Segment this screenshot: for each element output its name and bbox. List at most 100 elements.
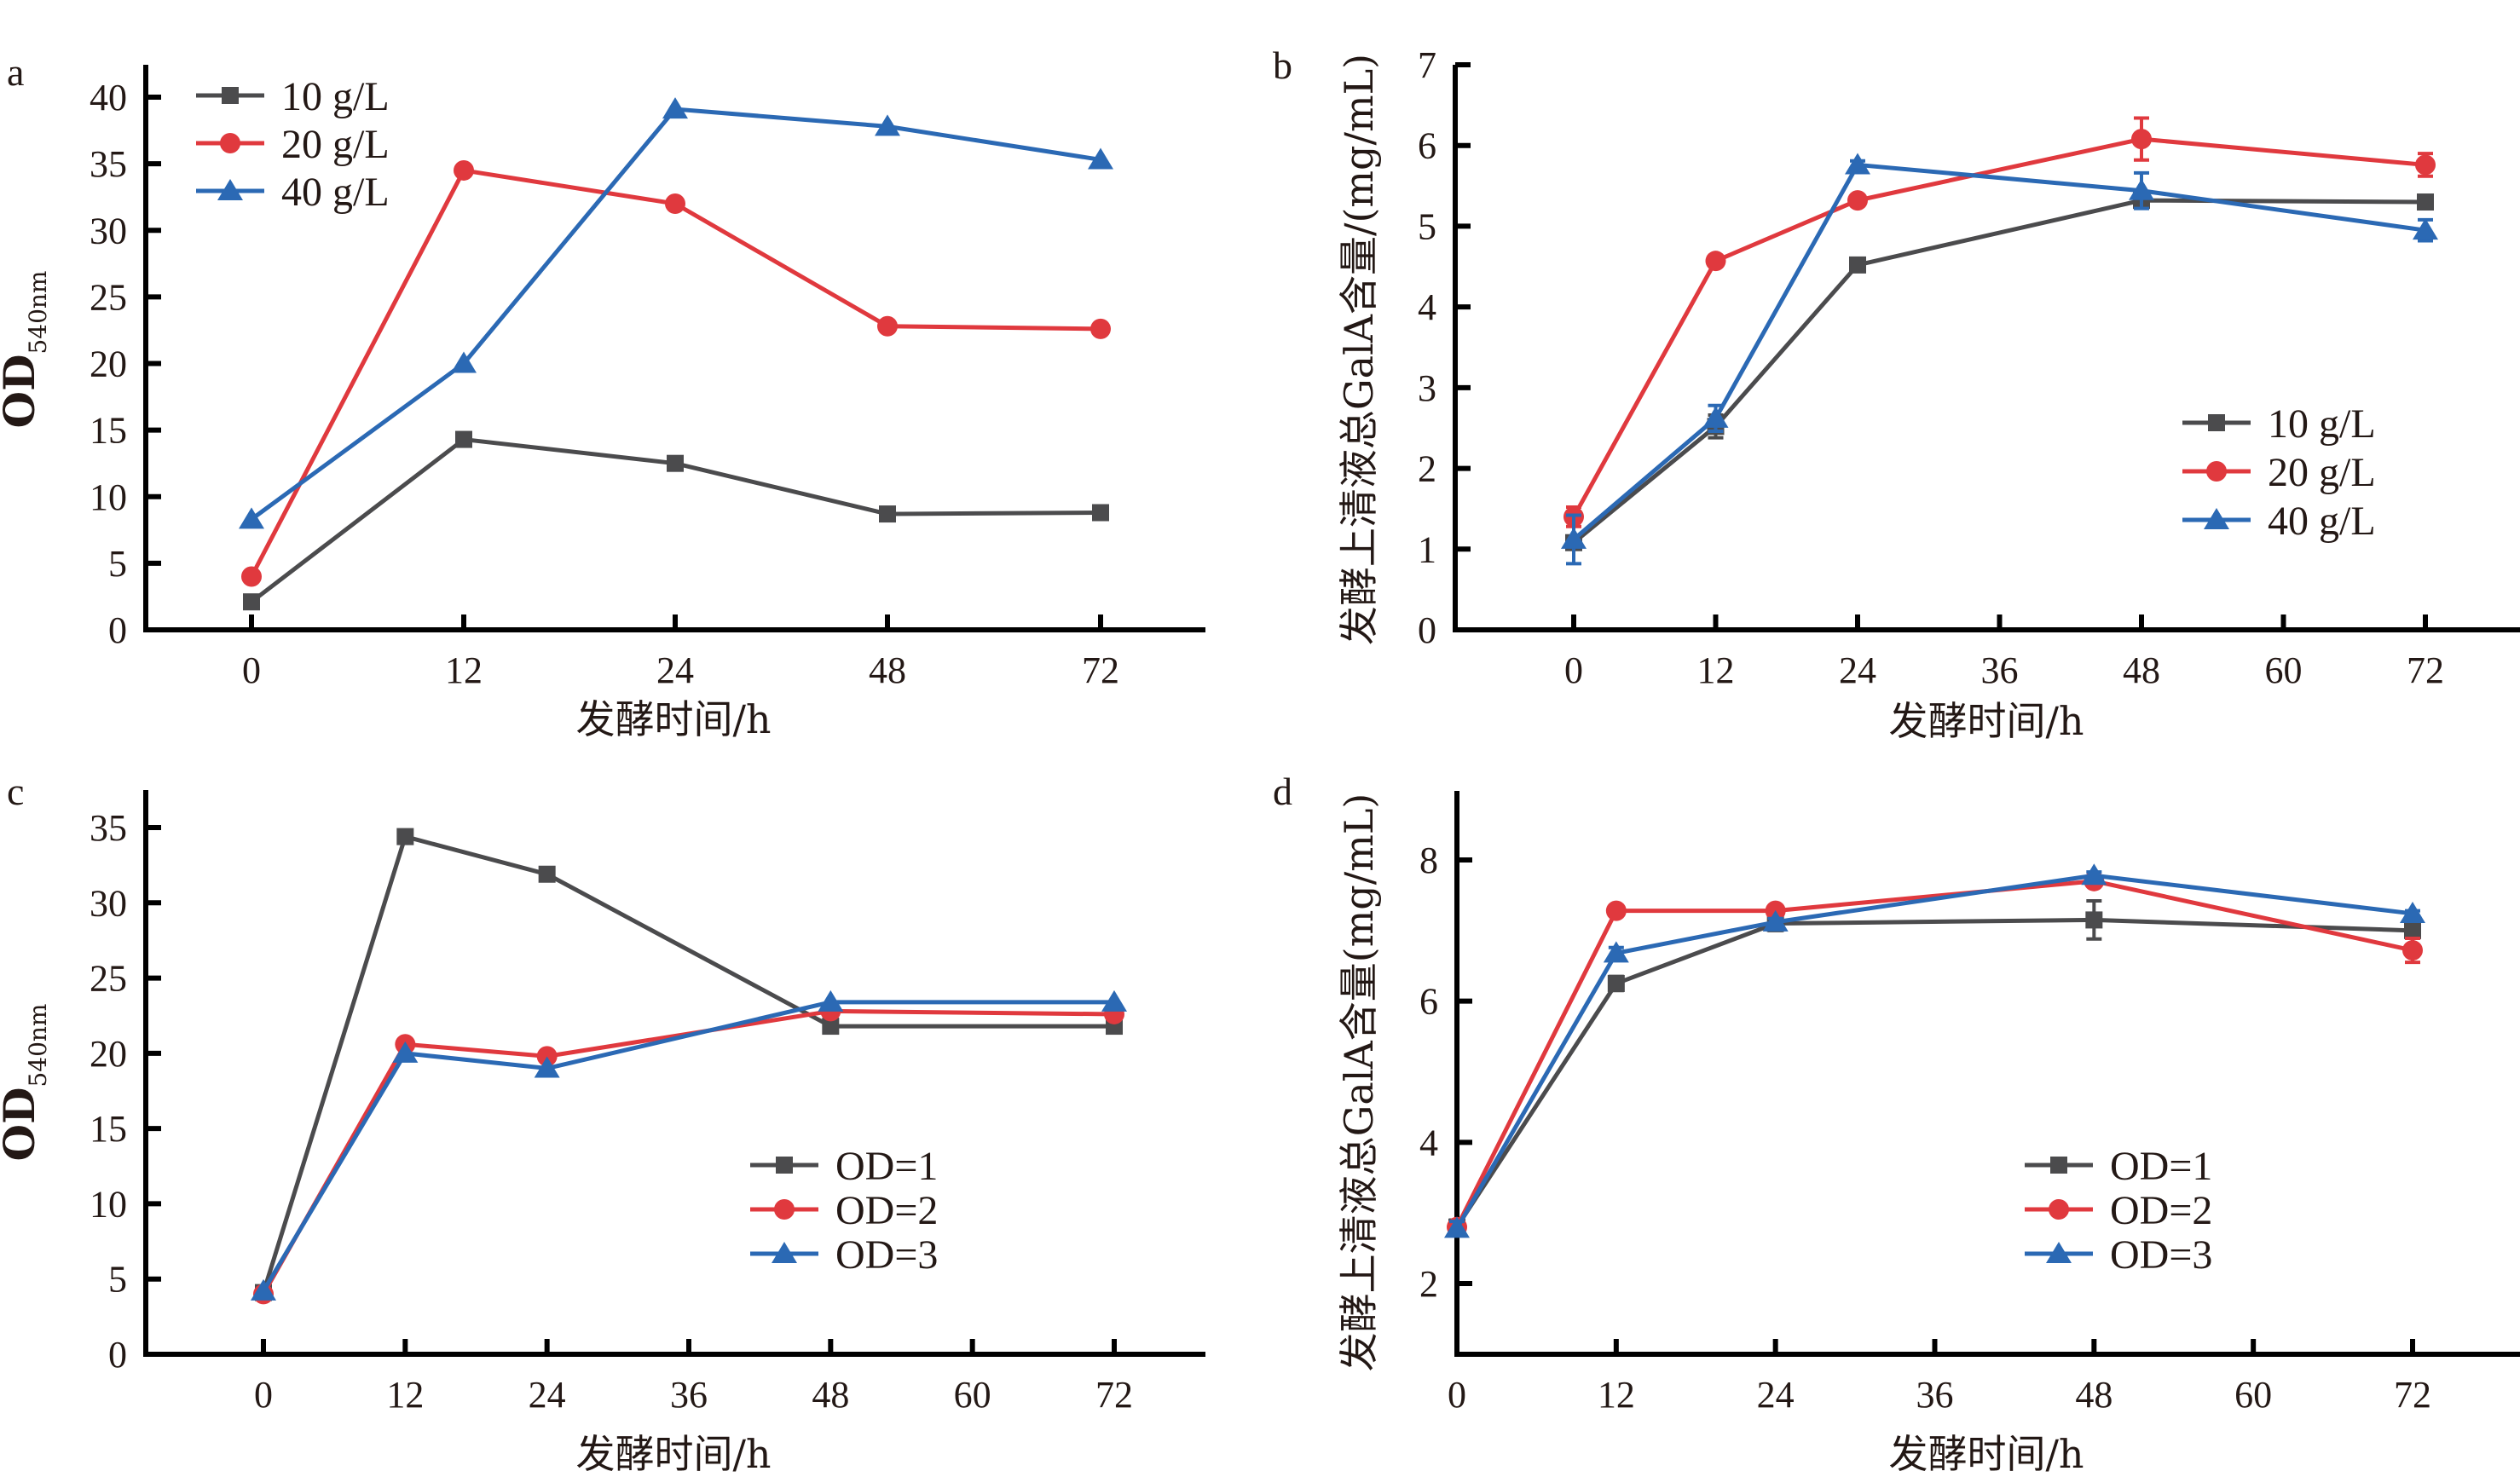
legend-item: 40 g/L xyxy=(2182,499,2376,544)
data-point xyxy=(1705,251,1726,272)
y-axis-title: 发酵上清液总GalA含量(mg/mL) xyxy=(1336,793,1382,1372)
legend-label: 20 g/L xyxy=(2268,450,2376,495)
x-tick-label: 36 xyxy=(670,1374,708,1416)
legend-item: 20 g/L xyxy=(2182,450,2376,495)
y-axis-title-group: 发酵上清液总GalA含量(mg/mL) xyxy=(1336,793,1382,1372)
x-tick-label: 24 xyxy=(1757,1374,1795,1416)
x-tick-label: 36 xyxy=(1981,649,2019,691)
y-tick-label: 10 xyxy=(90,476,127,518)
chart-panel-a: a 0 5 10 15 20 25 30 35 40 0 12 24 48 72 发酵时间/h OD540nm 1… xyxy=(0,50,1205,742)
y-tick-label: 25 xyxy=(90,276,127,318)
data-point xyxy=(665,193,685,214)
data-point xyxy=(243,593,260,611)
data-point xyxy=(2404,921,2421,939)
data-point xyxy=(879,505,896,523)
x-tick-label: 12 xyxy=(1598,1374,1635,1416)
panel-letter: b xyxy=(1273,43,1292,87)
x-tick-label: 12 xyxy=(445,649,483,691)
x-tick-label: 12 xyxy=(386,1374,424,1416)
y-axis-title: OD540nm xyxy=(0,1004,52,1162)
legend-item: OD=1 xyxy=(2025,1144,2212,1189)
x-tick-label: 0 xyxy=(242,649,261,691)
y-axis-title-group: 发酵上清液总GalA含量/(mg/mL) xyxy=(1336,54,1382,645)
series-line xyxy=(1454,873,2413,1230)
data-point xyxy=(875,114,900,136)
legend-label: 40 g/L xyxy=(281,170,390,215)
y-tick-label: 30 xyxy=(90,882,127,924)
data-point xyxy=(1088,147,1113,170)
chart-panel-c: c 0 5 10 15 20 25 30 35 0 12 24 36 48 60 72 发酵时间/h OD540n… xyxy=(0,770,1205,1477)
data-point xyxy=(2400,901,2425,923)
legend-label: OD=2 xyxy=(2110,1188,2212,1233)
legend: 10 g/L20 g/L40 g/L xyxy=(2182,401,2376,544)
data-point xyxy=(1605,900,1627,921)
y-tick-label: 4 xyxy=(1419,1122,1438,1163)
y-tick-label: 3 xyxy=(1418,367,1436,409)
data-point xyxy=(251,1278,276,1301)
data-point xyxy=(1101,989,1127,1012)
data-point xyxy=(1561,527,1587,549)
series-line xyxy=(261,1008,1115,1295)
y-tick-label: 1 xyxy=(1418,528,1436,570)
y-tick-label: 6 xyxy=(1419,981,1438,1023)
legend-item: OD=1 xyxy=(750,1144,938,1189)
legend-item: 40 g/L xyxy=(196,170,390,215)
y-axis-title-sub: 540nm xyxy=(24,271,52,355)
y-axis-title: OD540nm xyxy=(0,271,52,429)
x-tick-label: 48 xyxy=(2123,649,2160,691)
series-20-g-l xyxy=(241,159,1111,587)
data-point xyxy=(1603,941,1629,963)
y-tick-label: 0 xyxy=(108,1334,127,1376)
legend-marker xyxy=(2046,1242,2072,1263)
data-point xyxy=(1607,974,1625,992)
data-point xyxy=(1092,504,1109,522)
legend-marker xyxy=(2208,414,2225,431)
data-point xyxy=(1845,153,1870,175)
x-tick-label: 24 xyxy=(656,649,694,691)
y-tick-label: 5 xyxy=(108,543,127,585)
x-tick-label: 72 xyxy=(1082,649,1119,691)
panel-letter: c xyxy=(7,770,24,813)
y-tick-label: 15 xyxy=(90,1108,127,1150)
data-point xyxy=(2131,129,2152,150)
data-point xyxy=(241,566,262,587)
data-point xyxy=(877,315,898,337)
series-od-3 xyxy=(1444,863,2425,1238)
y-tick-label: 8 xyxy=(1419,839,1438,881)
legend-item: 20 g/L xyxy=(196,122,390,167)
series-line xyxy=(1454,917,2413,1229)
data-point xyxy=(454,159,474,181)
data-point xyxy=(451,351,477,373)
x-tick-label: 72 xyxy=(2394,1374,2431,1416)
legend-item: 10 g/L xyxy=(196,74,390,119)
y-axis-title: 发酵上清液总GalA含量/(mg/mL) xyxy=(1336,54,1382,645)
y-tick-label: 6 xyxy=(1418,125,1436,167)
y-tick-label: 25 xyxy=(90,958,127,1000)
x-axis-title: 发酵时间/h xyxy=(1888,1431,2084,1477)
x-axis-title: 发酵时间/h xyxy=(1888,698,2084,744)
data-point xyxy=(455,430,472,448)
legend: 10 g/L20 g/L40 g/L xyxy=(196,74,390,215)
legend-label: OD=1 xyxy=(835,1144,938,1189)
legend: OD=1OD=2OD=3 xyxy=(750,1144,938,1278)
legend: OD=1OD=2OD=3 xyxy=(2025,1144,2212,1278)
x-tick-label: 12 xyxy=(1697,649,1735,691)
legend-marker xyxy=(774,1199,795,1220)
data-point xyxy=(2402,940,2423,961)
data-point xyxy=(1090,318,1111,339)
data-point xyxy=(662,97,688,119)
data-point xyxy=(2417,193,2434,211)
x-tick-label: 24 xyxy=(1839,649,1876,691)
y-tick-label: 5 xyxy=(108,1259,127,1301)
series-line xyxy=(261,834,1114,1294)
legend-label: OD=3 xyxy=(2110,1232,2212,1278)
x-tick-label: 0 xyxy=(1564,649,1583,691)
legend-label: 20 g/L xyxy=(281,122,390,167)
x-tick-label: 60 xyxy=(2265,649,2303,691)
legend-label: OD=1 xyxy=(2110,1144,2212,1189)
legend-label: OD=3 xyxy=(835,1232,938,1278)
series-od-3 xyxy=(251,989,1127,1301)
